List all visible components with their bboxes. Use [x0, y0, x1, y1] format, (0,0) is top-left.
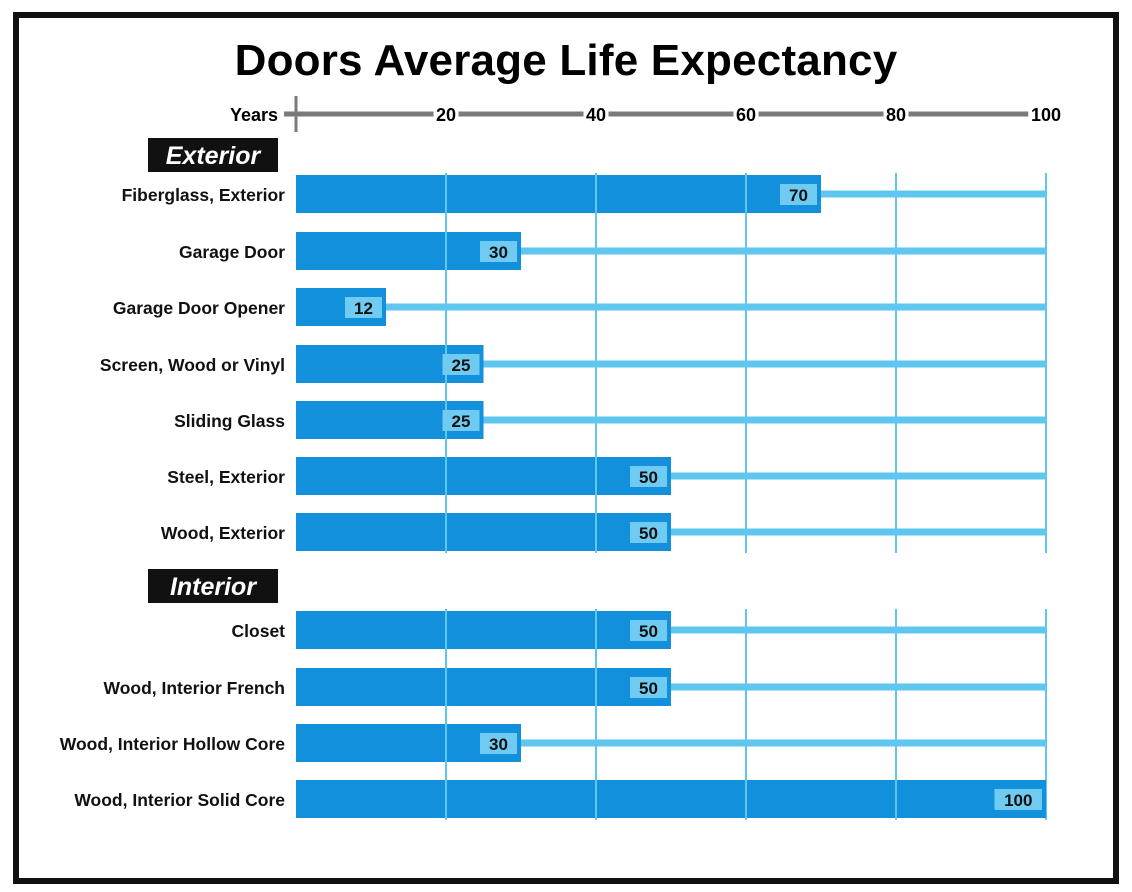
group-label: Exterior	[166, 142, 262, 170]
x-tick-label-bg	[583, 103, 609, 125]
x-tick-label: 100	[1031, 105, 1061, 125]
data-label-bg	[994, 789, 1042, 810]
category-label: Sliding Glass	[174, 411, 285, 431]
category-label: Fiberglass, Exterior	[122, 185, 286, 205]
bar	[296, 780, 1046, 818]
bar-track	[296, 360, 1046, 368]
data-label: 100	[1004, 791, 1032, 810]
data-label: 50	[639, 679, 658, 698]
x-tick-label: 60	[736, 105, 756, 125]
bar	[296, 611, 671, 649]
category-label: Garage Door Opener	[113, 298, 285, 318]
category-label: Garage Door	[179, 242, 285, 262]
group-label: Interior	[170, 573, 257, 601]
data-label-bg	[630, 620, 667, 641]
data-label-bg	[630, 466, 667, 487]
category-label: Wood, Interior French	[104, 678, 286, 698]
chart-title: Doors Average Life Expectancy	[234, 36, 898, 85]
x-tick-label-bg	[1028, 103, 1064, 125]
data-label-bg	[630, 677, 667, 698]
data-label: 25	[452, 412, 471, 431]
bar-track	[296, 739, 1046, 747]
bar-track	[296, 247, 1046, 255]
category-label: Wood, Interior Solid Core	[74, 790, 285, 810]
data-label-bg	[480, 733, 517, 754]
grid-lines	[445, 173, 1047, 820]
x-tick-label-bg	[883, 103, 909, 125]
bar-track	[296, 303, 1046, 311]
x-tick-label-bg	[733, 103, 759, 125]
data-label-bg	[442, 410, 480, 431]
category-label: Steel, Exterior	[167, 467, 285, 487]
data-label-bg	[345, 297, 382, 318]
x-tick-label: 80	[886, 105, 906, 125]
bar	[296, 668, 671, 706]
category-label: Closet	[232, 621, 286, 641]
bars	[296, 175, 1047, 818]
bar-track	[296, 416, 1046, 424]
data-label: 30	[489, 243, 508, 262]
category-label: Wood, Exterior	[161, 523, 285, 543]
bar	[296, 513, 671, 551]
data-label: 30	[489, 735, 508, 754]
data-label-bg	[780, 184, 817, 205]
data-label-bg	[480, 241, 517, 262]
category-label: Screen, Wood or Vinyl	[100, 355, 285, 375]
data-label-bg	[442, 354, 480, 375]
x-axis: Years 20 40 60 80 100	[230, 96, 1064, 132]
bar	[296, 175, 821, 213]
data-label: 50	[639, 622, 658, 641]
group-label-bg	[148, 569, 278, 603]
x-tick-label-bg	[433, 103, 459, 125]
data-label: 25	[452, 356, 471, 375]
group-label-bg	[148, 138, 278, 172]
category-label: Wood, Interior Hollow Core	[60, 734, 285, 754]
data-label: 50	[639, 468, 658, 487]
data-label-bg	[630, 522, 667, 543]
x-tick-label: 40	[586, 105, 606, 125]
bar	[296, 457, 671, 495]
labels: Exterior 70 Fiberglass, Exterior 30 Garage D…	[60, 138, 1042, 810]
data-label: 70	[789, 186, 808, 205]
x-axis-label: Years	[230, 105, 278, 125]
x-tick-label: 20	[436, 105, 456, 125]
data-label: 12	[354, 299, 373, 318]
data-label: 50	[639, 524, 658, 543]
